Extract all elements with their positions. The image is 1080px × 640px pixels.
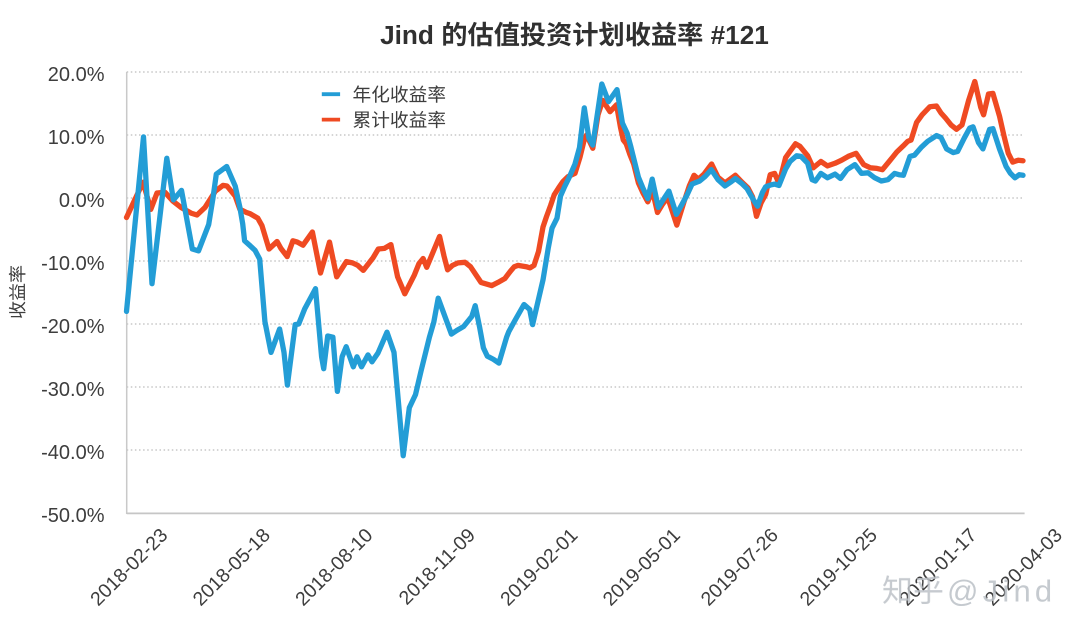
svg-text:Jind: Jind <box>380 20 434 50</box>
svg-text:-50.0%: -50.0% <box>41 505 105 527</box>
svg-text:0.0%: 0.0% <box>59 190 105 212</box>
svg-text:-40.0%: -40.0% <box>41 442 105 464</box>
svg-text:#121: #121 <box>703 20 769 50</box>
svg-text:-10.0%: -10.0% <box>41 253 105 275</box>
svg-text:-20.0%: -20.0% <box>41 316 105 338</box>
svg-text:10.0%: 10.0% <box>48 127 105 149</box>
svg-text:20.0%: 20.0% <box>48 64 105 86</box>
svg-text:-30.0%: -30.0% <box>41 379 105 401</box>
svg-text:@Jind: @Jind <box>947 574 1056 609</box>
